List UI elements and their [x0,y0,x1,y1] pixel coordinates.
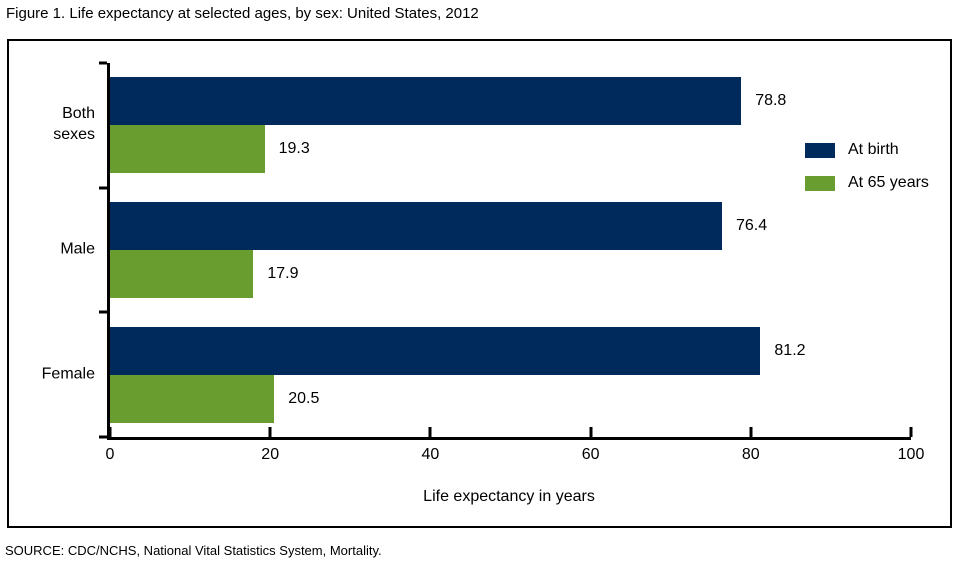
x-axis-tick [749,427,753,437]
legend: At birth At 65 years [805,141,929,207]
bar-value-label: 81.2 [774,341,806,359]
chart-row-both-sexes: Both sexes 78.8 19.3 [53,63,911,188]
source-note: SOURCE: CDC/NCHS, National Vital Statist… [5,543,382,558]
x-axis-tick-label: 20 [261,446,280,463]
chart-row-female: Female 81.2 20.5 [42,312,911,437]
legend-swatch-at-birth [805,142,835,158]
bar-value-label: 20.5 [288,389,320,407]
plot-area: Both sexes 78.8 19.3 Male 76.4 17.9 Female 81.2… [42,61,924,463]
bar-at-65-years-male: 17.9 [110,250,299,298]
legend-label-at-65-years: At 65 years [848,174,929,191]
x-axis-tick [108,427,112,437]
category-label-both-sexes: Both sexes [53,105,95,144]
x-axis-tick [589,427,593,437]
chart-row-male: Male 76.4 17.9 [60,188,911,313]
x-axis-tick [428,427,432,437]
chart-frame: Both sexes 78.8 19.3 Male 76.4 17.9 Female 81.2… [7,39,952,528]
bar-value-label: 19.3 [278,140,310,158]
bar-at-65-years-female: 20.5 [110,374,319,423]
legend-item-at-birth: At birth [805,141,929,159]
legend-swatch-at-65-years [805,175,835,191]
category-label-female: Female [41,365,95,383]
x-axis-tick-label: 80 [741,446,760,463]
y-axis-tick [99,435,107,439]
legend-label-at-birth: At birth [848,141,899,158]
y-axis-tick [99,61,107,65]
bar-value-label: 76.4 [735,217,768,234]
figure-title: Figure 1. Life expectancy at selected ag… [6,5,479,22]
legend-item-at-65-years: At 65 years [805,174,929,192]
x-axis-tick-label: 0 [105,446,115,463]
bar-at-65-years-both-sexes: 19.3 [110,125,310,174]
x-axis-tick [909,427,913,437]
bar-at-birth-female: 81.2 [110,326,806,375]
category-label-male: Male [60,240,95,258]
y-axis-tick [99,310,107,314]
x-axis-tick-label: 100 [897,446,925,463]
bar-at-birth-both-sexes: 78.8 [110,77,786,126]
bar-value-label: 17.9 [267,265,299,282]
x-axis-tick-label: 60 [581,446,600,463]
bar-at-birth-male: 76.4 [110,202,767,250]
bar-value-label: 78.8 [755,92,787,110]
x-axis-title: Life expectancy in years [423,488,595,505]
x-axis-tick [268,427,272,437]
x-axis-tick-label: 40 [421,446,440,463]
y-axis-tick [99,186,107,190]
chart-rows: Both sexes 78.8 19.3 Male 76.4 17.9 Female 81.2… [42,63,911,437]
